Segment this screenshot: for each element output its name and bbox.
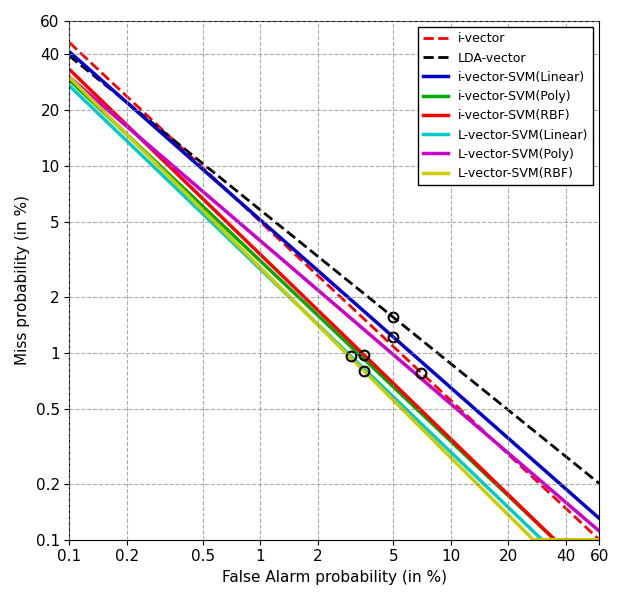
L-vector-SVM(Poly) xyxy=(595,527,603,535)
Line: i-vector: i-vector xyxy=(69,43,598,539)
L-vector-SVM(Poly) xyxy=(381,344,389,351)
L-vector-SVM(RBF) xyxy=(66,74,73,81)
L-vector-SVM(Linear) xyxy=(584,536,592,544)
Line: L-vector-SVM(RBF): L-vector-SVM(RBF) xyxy=(69,77,599,540)
i-vector-SVM(Poly) xyxy=(595,536,603,544)
i-vector-SVM(Poly) xyxy=(381,375,389,382)
Y-axis label: Miss probability (in %): Miss probability (in %) xyxy=(15,196,30,365)
i-vector-SVM(Linear) xyxy=(381,326,389,333)
L-vector-SVM(Linear) xyxy=(539,536,546,544)
LDA-vector xyxy=(595,480,603,487)
L-vector-SVM(Poly) xyxy=(500,446,507,453)
L-vector-SVM(RBF) xyxy=(381,388,389,395)
i-vector xyxy=(129,98,136,105)
i-vector-SVM(RBF) xyxy=(66,66,73,73)
i-vector-SVM(RBF) xyxy=(500,487,507,494)
i-vector-SVM(RBF) xyxy=(321,313,328,320)
i-vector-SVM(Linear) xyxy=(500,431,507,438)
L-vector-SVM(Linear) xyxy=(318,324,325,331)
Legend: i-vector, LDA-vector, i-vector-SVM(Linear), i-vector-SVM(Poly), i-vector-SVM(RBF: i-vector, LDA-vector, i-vector-SVM(Linea… xyxy=(417,27,593,185)
Line: i-vector-SVM(Linear): i-vector-SVM(Linear) xyxy=(69,52,599,518)
i-vector xyxy=(595,535,602,542)
i-vector-SVM(Poly) xyxy=(584,536,592,544)
L-vector-SVM(RBF) xyxy=(584,536,592,544)
i-vector xyxy=(230,193,238,200)
X-axis label: False Alarm probability (in %): False Alarm probability (in %) xyxy=(222,570,447,585)
Line: i-vector-SVM(Poly): i-vector-SVM(Poly) xyxy=(69,80,599,540)
Line: L-vector-SVM(Linear): L-vector-SVM(Linear) xyxy=(69,86,599,540)
i-vector-SVM(RBF) xyxy=(584,536,592,544)
L-vector-SVM(RBF) xyxy=(353,359,360,367)
i-vector-SVM(Poly) xyxy=(318,315,325,322)
i-vector xyxy=(474,422,482,430)
i-vector-SVM(RBF) xyxy=(551,536,558,544)
LDA-vector xyxy=(500,403,507,410)
i-vector xyxy=(66,39,73,46)
L-vector-SVM(RBF) xyxy=(500,507,507,514)
L-vector-SVM(Poly) xyxy=(583,517,590,524)
i-vector-SVM(RBF) xyxy=(318,310,325,317)
L-vector-SVM(Poly) xyxy=(321,292,328,299)
L-vector-SVM(RBF) xyxy=(595,536,603,544)
LDA-vector xyxy=(353,284,360,291)
L-vector-SVM(Linear) xyxy=(66,82,73,89)
i-vector-SVM(Poly) xyxy=(551,536,558,544)
Line: i-vector-SVM(RBF): i-vector-SVM(RBF) xyxy=(69,70,599,540)
i-vector-SVM(Linear) xyxy=(583,503,590,511)
i-vector-SVM(Poly) xyxy=(321,318,328,325)
LDA-vector xyxy=(66,52,73,59)
i-vector-SVM(Linear) xyxy=(353,301,360,308)
L-vector-SVM(RBF) xyxy=(321,328,328,335)
LDA-vector xyxy=(583,470,590,477)
LDA-vector xyxy=(321,258,328,265)
i-vector-SVM(RBF) xyxy=(595,536,603,544)
i-vector-SVM(Poly) xyxy=(353,348,360,355)
i-vector-SVM(RBF) xyxy=(353,344,360,351)
i-vector-SVM(Linear) xyxy=(318,270,325,277)
L-vector-SVM(Linear) xyxy=(321,327,328,334)
L-vector-SVM(RBF) xyxy=(318,325,325,332)
i-vector xyxy=(338,294,345,301)
L-vector-SVM(Poly) xyxy=(318,289,325,296)
L-vector-SVM(Linear) xyxy=(500,499,507,506)
i-vector xyxy=(531,475,539,482)
L-vector-SVM(Linear) xyxy=(381,385,389,392)
L-vector-SVM(Linear) xyxy=(353,358,360,365)
L-vector-SVM(RBF) xyxy=(530,536,537,544)
Line: L-vector-SVM(Poly): L-vector-SVM(Poly) xyxy=(69,77,599,531)
i-vector-SVM(Linear) xyxy=(595,515,603,522)
i-vector-SVM(Poly) xyxy=(66,76,73,83)
LDA-vector xyxy=(381,307,389,314)
i-vector-SVM(RBF) xyxy=(381,371,389,379)
i-vector-SVM(Linear) xyxy=(66,48,73,55)
i-vector-SVM(Poly) xyxy=(500,488,507,495)
i-vector xyxy=(162,130,170,137)
i-vector-SVM(Linear) xyxy=(321,272,328,280)
L-vector-SVM(Poly) xyxy=(66,74,73,81)
LDA-vector xyxy=(318,256,325,263)
L-vector-SVM(Poly) xyxy=(353,319,360,326)
L-vector-SVM(Linear) xyxy=(595,536,603,544)
Line: LDA-vector: LDA-vector xyxy=(69,56,599,484)
